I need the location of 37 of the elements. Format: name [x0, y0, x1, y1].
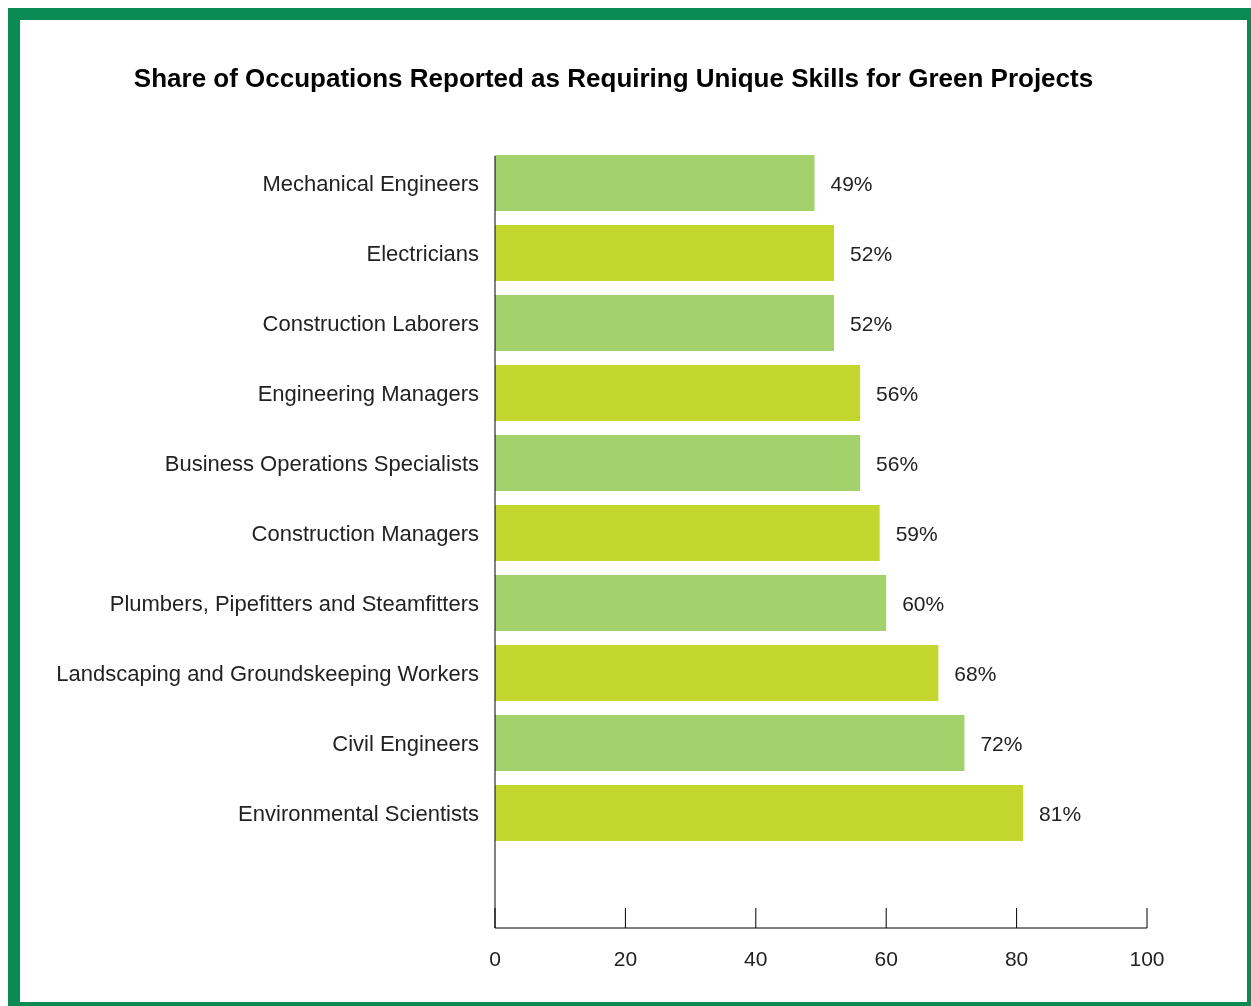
bar: [495, 435, 861, 491]
bar: [495, 295, 835, 351]
x-tick-label: 0: [489, 946, 501, 970]
x-tick-label: 80: [1004, 946, 1029, 970]
y-tick-label: Civil Engineers: [332, 730, 479, 756]
data-label: 72%: [980, 731, 1023, 755]
y-tick-label: Electricians: [366, 240, 479, 266]
bar: [495, 505, 880, 561]
x-tick-label: 100: [1129, 946, 1165, 970]
data-label: 60%: [902, 591, 945, 615]
chart-title: Share of Occupations Reported as Requiring Unique Skills for Green Projects: [133, 63, 1094, 93]
y-tick-label: Environmental Scientists: [238, 800, 479, 826]
y-tick-label: Construction Managers: [251, 520, 479, 546]
bar: [495, 155, 815, 211]
bar: [495, 785, 1024, 841]
x-tick-label: 20: [613, 946, 638, 970]
data-label: 49%: [830, 171, 873, 195]
data-label: 59%: [895, 521, 938, 545]
bar: [495, 715, 965, 771]
data-label: 56%: [876, 381, 919, 405]
data-label: 56%: [876, 451, 919, 475]
y-tick-label: Plumbers, Pipefitters and Steamfitters: [109, 590, 479, 616]
bar: [495, 365, 861, 421]
bar: [495, 645, 939, 701]
y-tick-label: Landscaping and Groundskeeping Workers: [56, 660, 479, 686]
y-tick-label: Construction Laborers: [262, 310, 479, 336]
data-label: 52%: [850, 311, 893, 335]
y-tick-label: Business Operations Specialists: [164, 450, 479, 476]
x-tick-label: 60: [874, 946, 898, 970]
bar: [495, 225, 835, 281]
data-label: 68%: [954, 661, 997, 685]
y-tick-label: Mechanical Engineers: [262, 170, 479, 196]
bar: [495, 575, 887, 631]
y-tick-label: Engineering Managers: [257, 380, 479, 406]
data-label: 81%: [1039, 801, 1082, 825]
x-tick-label: 40: [744, 946, 768, 970]
data-label: 52%: [850, 241, 893, 265]
